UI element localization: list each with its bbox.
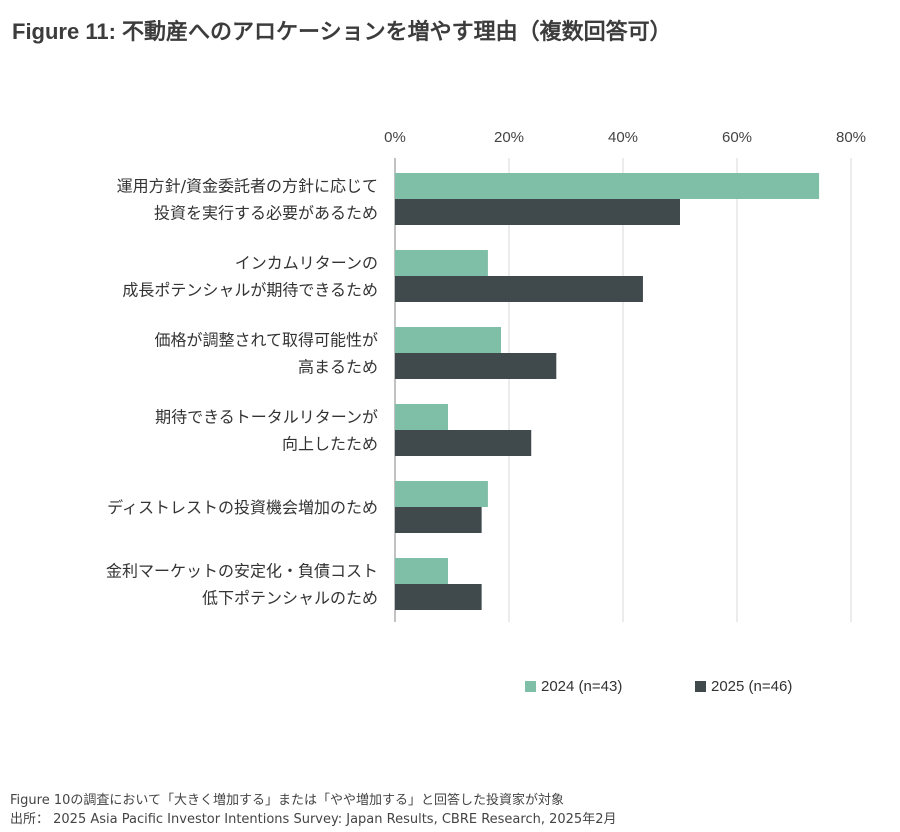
category-label: 低下ポテンシャルのため [202,589,378,608]
category-label: 成長ポテンシャルが期待できるため [122,281,378,300]
legend-label: 2025 (n=46) [711,678,792,695]
category-label: 投資を実行する必要があるため [154,204,378,223]
chart-title: Figure 11: 不動産へのアロケーションを増やす理由（複数回答可） [12,14,672,46]
bar-2025 [395,276,643,302]
bar-2024 [395,558,449,584]
x-tick-label: 40% [608,129,638,146]
bar-chart: 0% 20% 40% 60% 80% 運用方針/資金委託者の方針に応じて投資を実行する必要… [106,129,866,695]
category-label: 向上したため [282,435,378,454]
legend-swatch [525,681,536,692]
bar-2025 [395,430,532,456]
category-label: 金利マーケットの安定化・負債コスト [106,562,378,581]
category-label: 期待できるトータルリターンが [155,408,378,427]
category-label: 運用方針/資金委託者の方針に応じて [117,177,378,196]
bar-2024 [395,250,488,276]
category-label: インカムリターンの [235,254,378,273]
legend-label: 2024 (n=43) [541,678,622,695]
x-tick-label: 0% [384,129,406,146]
bar-2025 [395,584,482,610]
footnote: Figure 10の調査において「大きく増加する」または「やや増加する」と回答し… [10,793,564,808]
figure-number: Figure 11: [12,19,123,44]
bar-2025 [395,507,482,533]
bar-2024 [395,327,502,353]
category-label: 価格が調整されて取得可能性が [154,331,378,350]
figure-title-text: 不動産へのアロケーションを増やす理由（複数回答可） [122,20,672,45]
bar-2025 [395,353,557,379]
bar-2024 [395,404,449,430]
bar-2024 [395,481,488,507]
category-label: 高まるため [298,358,378,377]
x-tick-label: 80% [836,129,866,146]
bar-2024 [395,173,820,199]
bar-2025 [395,199,680,225]
source-note: 出所： 2025 Asia Pacific Investor Intention… [10,812,617,827]
x-tick-label: 60% [722,129,752,146]
legend-swatch [695,681,706,692]
category-label: ディストレストの投資機会増加のため [107,498,378,517]
x-tick-label: 20% [494,129,524,146]
